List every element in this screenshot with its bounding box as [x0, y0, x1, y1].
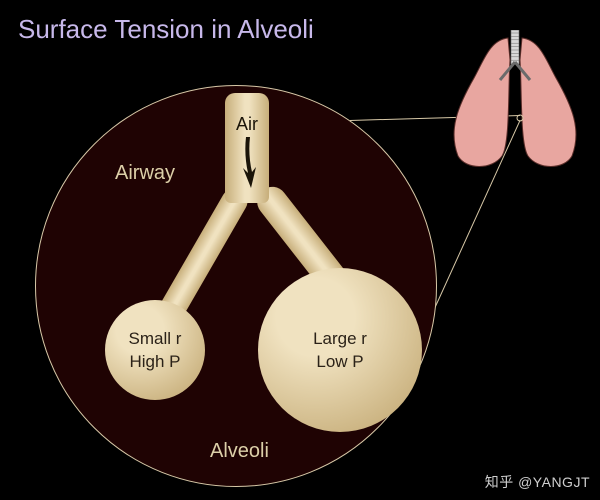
alveolus-large: Large r Low P — [258, 268, 422, 432]
label-text: High P — [129, 352, 180, 371]
airway-label: Airway — [115, 160, 175, 187]
watermark: 知乎 @YANGJT — [485, 472, 590, 492]
alveolus-large-label: Large r Low P — [258, 328, 422, 374]
airflow-arrow-icon — [240, 135, 260, 190]
lungs-icon — [440, 30, 590, 170]
alveoli-label: Alveoli — [210, 438, 269, 465]
label-text: Large r — [313, 329, 367, 348]
alveolus-small: Small r High P — [105, 300, 205, 400]
air-label: Air — [236, 112, 258, 136]
alveolus-small-label: Small r High P — [105, 328, 205, 374]
label-text: Small r — [129, 329, 182, 348]
label-text: Low P — [316, 352, 363, 371]
diagram-title: Surface Tension in Alveoli — [18, 14, 314, 45]
diagram-stage: Surface Tension in Alveoli Small r High … — [0, 0, 600, 500]
